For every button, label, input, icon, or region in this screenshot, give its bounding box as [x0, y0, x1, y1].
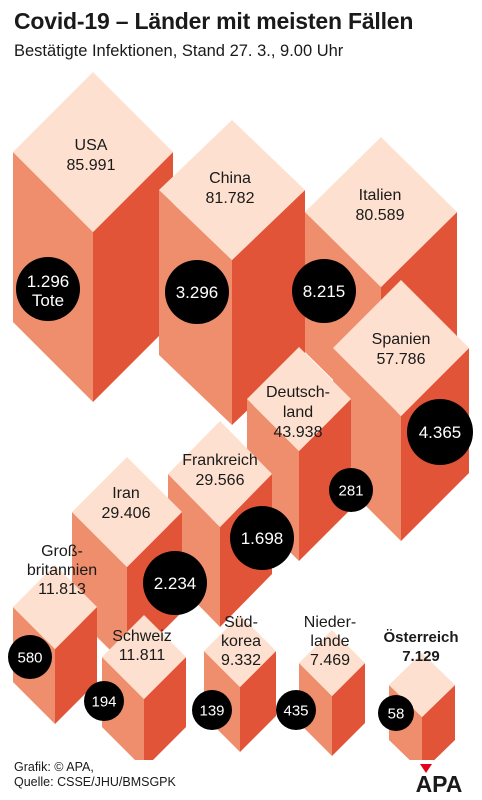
cube-top-face	[72, 457, 182, 567]
deaths-value-label: 1.698	[241, 529, 284, 548]
cube-top-face	[333, 280, 469, 416]
deaths-bubble	[84, 681, 124, 721]
country-name-label: lande	[310, 633, 349, 650]
deaths-value-label: 58	[388, 705, 405, 722]
apa-logo: APA	[416, 764, 463, 796]
country-name-label: Österreich	[383, 629, 458, 646]
cube-top-face	[168, 421, 272, 527]
country-name-label: USA	[75, 137, 108, 154]
deaths-value-label: 194	[91, 693, 116, 710]
cube-top-face	[102, 615, 186, 699]
deaths-value-label: 435	[283, 702, 308, 719]
cases-value-label: 29.406	[102, 505, 151, 522]
cube-left-face	[72, 512, 127, 667]
country-cube: Nieder-lande 7.469 435	[276, 614, 365, 756]
country-name-label: China	[209, 170, 251, 187]
deaths-bubble	[276, 690, 316, 730]
deaths-bubble	[329, 468, 373, 512]
cases-value-label: 81.782	[206, 190, 255, 207]
deaths-value-label: 580	[17, 649, 42, 666]
cube-right-face	[299, 399, 351, 561]
cube-left-face	[102, 657, 144, 760]
cube-right-face	[332, 663, 365, 756]
cube-right-face	[240, 651, 276, 752]
country-name-label: Italien	[359, 187, 402, 204]
deaths-value-label: 1.296	[27, 272, 70, 291]
country-cube: Groß-britannien 11.813 580	[8, 543, 97, 724]
deaths-bubble	[8, 635, 52, 679]
country-name-label: britannien	[27, 562, 97, 579]
cube-top-face	[305, 137, 457, 287]
country-name-label: Groß-	[41, 543, 83, 560]
country-name-label: Frankreich	[182, 452, 258, 469]
cases-value-label: 85.991	[67, 157, 116, 174]
country-cube: China 81.782 3.296	[159, 120, 305, 425]
cube-top-face	[159, 120, 305, 260]
cases-value-label: 29.566	[196, 472, 245, 489]
cube-left-face	[333, 348, 401, 541]
country-name-label: Spanien	[372, 331, 431, 348]
country-cube: Spanien 57.786 4.365	[333, 280, 473, 541]
cube-top-face	[204, 615, 276, 687]
cases-value-label: 11.813	[38, 581, 86, 598]
cube-right-face	[55, 607, 97, 724]
deaths-unit-label: Tote	[32, 291, 64, 310]
country-name-label: land	[283, 404, 313, 421]
deaths-bubble	[165, 260, 229, 324]
cube-top-face	[299, 630, 365, 696]
cube-right-face	[93, 152, 173, 402]
country-cube: Österreich 7.129 58	[378, 629, 459, 760]
deaths-bubble	[16, 257, 80, 321]
cases-value-label: 7.469	[310, 652, 350, 669]
country-name-label: Nieder-	[304, 614, 356, 631]
country-name-label: Schweiz	[112, 628, 172, 645]
chart-subtitle: Bestätigte Infektionen, Stand 27. 3., 9.…	[14, 42, 344, 60]
cube-top-face	[13, 565, 97, 649]
cases-value-label: 57.786	[377, 351, 426, 368]
deaths-bubble	[192, 690, 232, 730]
cases-value-label: 9.332	[221, 652, 261, 669]
deaths-bubble	[378, 695, 414, 731]
deaths-value-label: 281	[338, 482, 363, 499]
cases-value-label: 7.129	[402, 648, 440, 665]
chart-title: Covid-19 – Länder mit meisten Fällen	[14, 8, 414, 34]
credit-line-quelle: Quelle: CSSE/JHU/BMSGPK	[14, 775, 176, 789]
deaths-bubble	[143, 551, 207, 615]
logo-text: APA	[416, 771, 463, 796]
cube-top-face	[247, 347, 351, 451]
deaths-value-label: 139	[199, 702, 224, 719]
source-credit: Grafik: © APA, Quelle: CSSE/JHU/BMSGPK	[14, 760, 176, 790]
country-cube: Süd-korea 9.332 139	[192, 614, 276, 752]
country-name-label: korea	[221, 633, 261, 650]
deaths-bubble	[407, 399, 473, 465]
country-name-label: Deutsch-	[266, 384, 330, 401]
cube-top-face	[13, 72, 173, 232]
country-cube: Schweiz 11.811 194	[84, 615, 186, 760]
cube-right-face	[422, 685, 455, 760]
country-name-label: Iran	[112, 485, 140, 502]
credit-line-grafik: Grafik: © APA,	[14, 760, 94, 774]
country-name-label: Süd-	[224, 614, 258, 631]
cases-value-label: 11.811	[119, 647, 166, 664]
cases-value-label: 80.589	[356, 207, 405, 224]
deaths-value-label: 3.296	[176, 283, 219, 302]
deaths-value-label: 2.234	[154, 574, 197, 593]
deaths-bubble	[230, 506, 294, 570]
logo-accent-shape	[420, 764, 432, 773]
deaths-value-label: 4.365	[419, 423, 462, 442]
deaths-value-label: 8.215	[303, 282, 346, 301]
deaths-bubble	[292, 259, 356, 323]
cases-value-label: 43.938	[274, 424, 323, 441]
cube-right-face	[144, 657, 186, 760]
